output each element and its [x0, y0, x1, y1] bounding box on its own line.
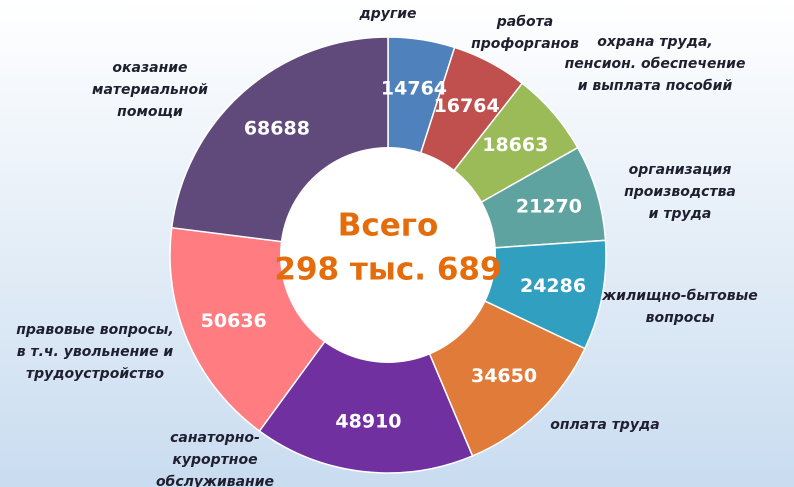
category-label: правовые вопросы,: [16, 322, 174, 338]
category-label: и выплата пособий: [578, 78, 733, 94]
category-label: пенсион. обеспечение: [565, 56, 746, 72]
category-label: и труда: [649, 206, 712, 222]
category-label: профорганов: [471, 36, 579, 52]
category-label: другие: [358, 6, 416, 22]
category-label: оплата труда: [550, 417, 659, 433]
value-label: 24286: [520, 275, 586, 297]
value-label: 21270: [516, 195, 582, 217]
category-label: курортное: [172, 452, 257, 468]
value-label: 50636: [201, 310, 267, 332]
category-label: трудоустройство: [26, 366, 164, 382]
value-label: 68688: [244, 117, 310, 139]
center-label: 298 тыс. 689: [274, 252, 501, 288]
category-label: жилищно-бытовые: [601, 288, 758, 304]
category-label: обслуживание: [156, 474, 274, 487]
value-label: 16764: [434, 95, 500, 117]
category-label: производства: [624, 184, 736, 200]
category-label: в т.ч. увольнение и: [17, 344, 174, 360]
value-label: 48910: [335, 410, 401, 432]
value-label: 34650: [471, 365, 537, 387]
value-label: 14764: [381, 78, 447, 100]
donut-hole: [280, 147, 496, 363]
category-label: санаторно-: [170, 430, 260, 446]
category-label: организация: [629, 162, 732, 178]
slice: [258, 253, 474, 474]
category-label: работа: [496, 14, 553, 30]
category-label: охрана труда,: [597, 34, 712, 50]
category-label: материальной: [92, 82, 208, 98]
value-label: 18663: [482, 134, 548, 156]
category-label: помощи: [117, 104, 183, 120]
center-label: Всего: [338, 208, 439, 244]
category-label: вопросы: [646, 310, 715, 326]
category-label: оказание: [112, 60, 187, 76]
